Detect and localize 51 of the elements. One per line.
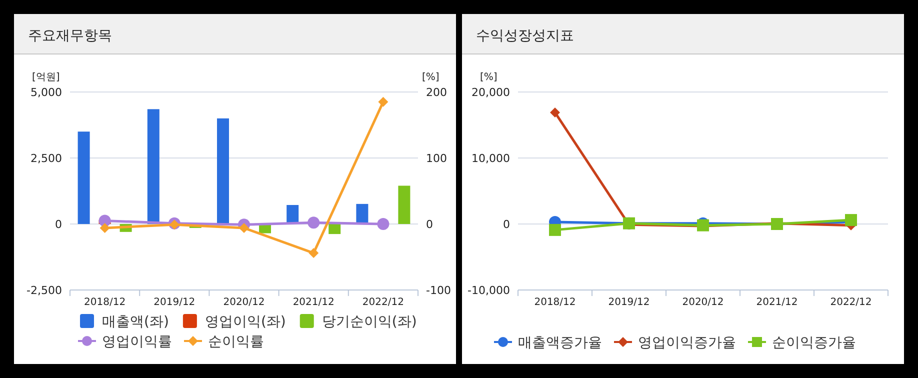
x-tick-label: 2021/12 bbox=[756, 297, 798, 308]
y-tick-label: 0 bbox=[55, 218, 62, 231]
y-tick-label: 0 bbox=[503, 218, 510, 231]
legend-label: 당기순이익(좌) bbox=[322, 314, 417, 330]
y-tick-label: -10,000 bbox=[468, 284, 510, 297]
x-tick-label: 2020/12 bbox=[682, 297, 724, 308]
legend-label: 영업이익률 bbox=[102, 334, 172, 350]
bar bbox=[78, 132, 90, 224]
bar bbox=[217, 118, 229, 224]
chart-title: 수익성장성지표 bbox=[476, 28, 574, 44]
point bbox=[239, 222, 249, 233]
chart-title: 주요재무항목 bbox=[28, 28, 112, 44]
y-axis-title: [억원] bbox=[32, 72, 60, 83]
legend-label: 순이익증가율 bbox=[772, 335, 856, 351]
y2-axis-title: [%] bbox=[422, 72, 440, 83]
point bbox=[98, 214, 111, 227]
x-tick-label: 2018/12 bbox=[84, 297, 126, 308]
bar bbox=[356, 204, 368, 224]
y-tick-label: 20,000 bbox=[472, 86, 510, 99]
y-tick-label: -2,500 bbox=[26, 284, 62, 297]
legend-label: 영업이익증가율 bbox=[638, 335, 736, 351]
x-tick-label: 2018/12 bbox=[534, 297, 576, 308]
x-tick-label: 2021/12 bbox=[292, 297, 334, 308]
y2-tick-label: -100 bbox=[426, 284, 451, 297]
bar bbox=[147, 109, 160, 224]
y-tick-label: 5,000 bbox=[30, 86, 62, 99]
point bbox=[308, 216, 320, 229]
legend-label: 매출액증가율 bbox=[518, 335, 602, 351]
point bbox=[308, 248, 319, 258]
y2-tick-label: 100 bbox=[426, 152, 447, 165]
point bbox=[100, 222, 110, 233]
y-tick-label: 10,000 bbox=[472, 152, 510, 165]
legend-label: 영업이익(좌) bbox=[204, 314, 286, 330]
y-tick-label: 2,500 bbox=[30, 152, 62, 165]
x-tick-label: 2019/12 bbox=[154, 297, 196, 308]
point bbox=[378, 96, 388, 107]
x-tick-label: 2019/12 bbox=[608, 297, 650, 308]
legend-label: 매출액(좌) bbox=[102, 314, 169, 330]
x-tick-label: 2022/12 bbox=[830, 297, 872, 308]
y2-tick-label: 200 bbox=[426, 86, 447, 99]
point bbox=[169, 220, 180, 230]
bar bbox=[328, 224, 341, 234]
legend-label: 순이익률 bbox=[208, 334, 264, 350]
point bbox=[377, 218, 390, 230]
y2-tick-label: 0 bbox=[426, 218, 433, 231]
point bbox=[550, 107, 560, 118]
point bbox=[549, 224, 561, 236]
x-tick-label: 2022/12 bbox=[362, 297, 404, 308]
y-axis-title: [%] bbox=[480, 72, 498, 83]
bar bbox=[398, 186, 410, 224]
x-tick-label: 2020/12 bbox=[223, 297, 265, 308]
